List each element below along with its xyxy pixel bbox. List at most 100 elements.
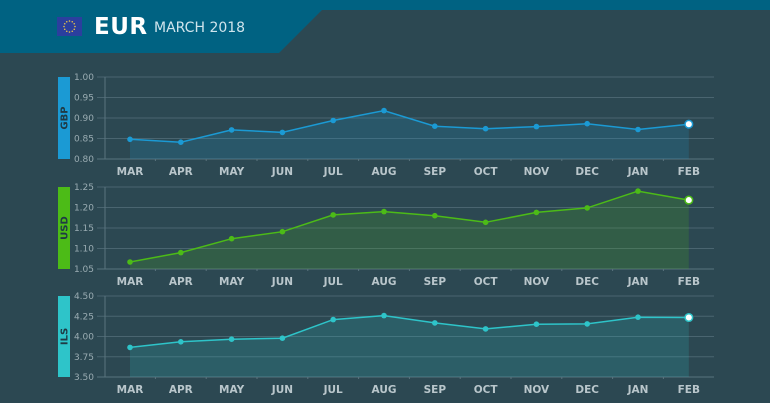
data-point [432,123,438,129]
series-label: GBP [60,106,71,129]
currency-title: EUR [94,14,148,40]
x-tick-label: SEP [424,276,447,288]
data-point [684,195,694,205]
data-point [482,326,489,332]
x-tick-label: OCT [474,276,499,288]
header-band [0,0,770,10]
flag-star [68,31,71,33]
series-label-box [58,77,70,159]
x-tick-label: SEP [424,384,447,396]
data-point [533,321,540,328]
x-tick-label: OCT [474,384,499,396]
data-point [584,205,590,211]
x-tick-label: MAR [117,276,144,288]
x-tick-label: JAN [627,166,649,178]
data-point [127,136,133,143]
flag-star [74,25,76,28]
x-tick-label: APR [169,166,193,178]
series-line [129,314,689,349]
y-tick-label: 4.50 [74,292,94,302]
x-tick-label: MAR [117,384,144,396]
data-point [635,188,641,194]
flag-star [73,28,76,31]
x-tick-label: FEB [678,384,700,396]
x-tick-label: DEC [575,276,599,288]
data-point [381,208,387,215]
y-tick-label: 0.90 [74,114,94,124]
x-tick-label: NOV [524,166,550,178]
period-label: MARCH 2018 [154,20,246,36]
x-tick-label: JUL [323,166,343,178]
data-point [584,321,590,327]
data-point [228,235,235,242]
y-tick-label: 1.10 [74,245,94,255]
flag-star [63,22,66,25]
series-line [129,190,689,263]
x-tick-label: AUG [372,166,397,178]
x-tick-label: AUG [372,276,397,288]
y-tick-label: 1.20 [74,204,94,214]
x-tick-label: JUL [323,276,343,288]
flag-star [71,20,74,23]
data-point [684,119,694,129]
y-tick-label: 0.80 [74,155,94,165]
flag-star [73,22,76,25]
series-label: ILS [60,328,71,345]
x-tick-label: JUN [271,384,293,396]
flag-star [65,30,68,33]
data-point [279,129,286,136]
x-tick-label: DEC [575,384,599,396]
x-tick-label: MAY [219,276,245,288]
x-tick-label: AUG [372,384,397,396]
data-point [178,339,184,345]
y-tick-label: 1.05 [74,265,94,275]
x-tick-label: JUN [271,166,293,178]
flag-star [68,20,71,22]
series-label: USD [60,216,71,240]
y-tick-label: 4.00 [74,333,94,343]
data-point [533,209,540,216]
x-tick-label: MAY [219,384,245,396]
x-tick-label: SEP [424,166,447,178]
data-point [279,228,286,235]
flag-star [71,30,74,33]
x-tick-label: JUN [271,276,293,288]
data-point [330,212,337,218]
y-tick-label: 1.25 [74,183,94,193]
x-tick-label: FEB [678,276,700,288]
data-point [228,127,235,133]
y-tick-label: 3.50 [74,373,94,383]
x-tick-label: NOV [524,384,550,396]
flag-star [63,28,66,31]
series-area [130,315,689,377]
series-label-box [58,296,70,377]
data-point [330,316,337,323]
y-tick-label: 0.85 [74,135,94,145]
series-line [129,109,689,143]
x-tick-label: JAN [627,384,649,396]
data-point [178,249,184,256]
data-point [330,117,337,124]
y-tick-label: 0.95 [74,94,94,104]
data-point [482,219,489,226]
x-tick-label: JUL [323,384,343,396]
x-tick-label: OCT [474,166,499,178]
data-point [178,139,184,145]
x-tick-label: FEB [678,166,700,178]
series-label-box [58,187,70,269]
data-point [279,335,286,342]
data-point [381,107,387,114]
x-tick-label: JAN [627,276,649,288]
data-point [533,123,540,130]
data-point [127,344,133,351]
series-area [130,110,689,159]
x-tick-label: NOV [524,276,550,288]
data-point [584,120,590,127]
y-tick-label: 1.15 [74,224,94,234]
x-tick-label: MAY [219,166,245,178]
data-point [432,320,438,326]
flag-star [63,25,65,28]
x-tick-label: DEC [575,166,599,178]
data-point [228,336,235,343]
